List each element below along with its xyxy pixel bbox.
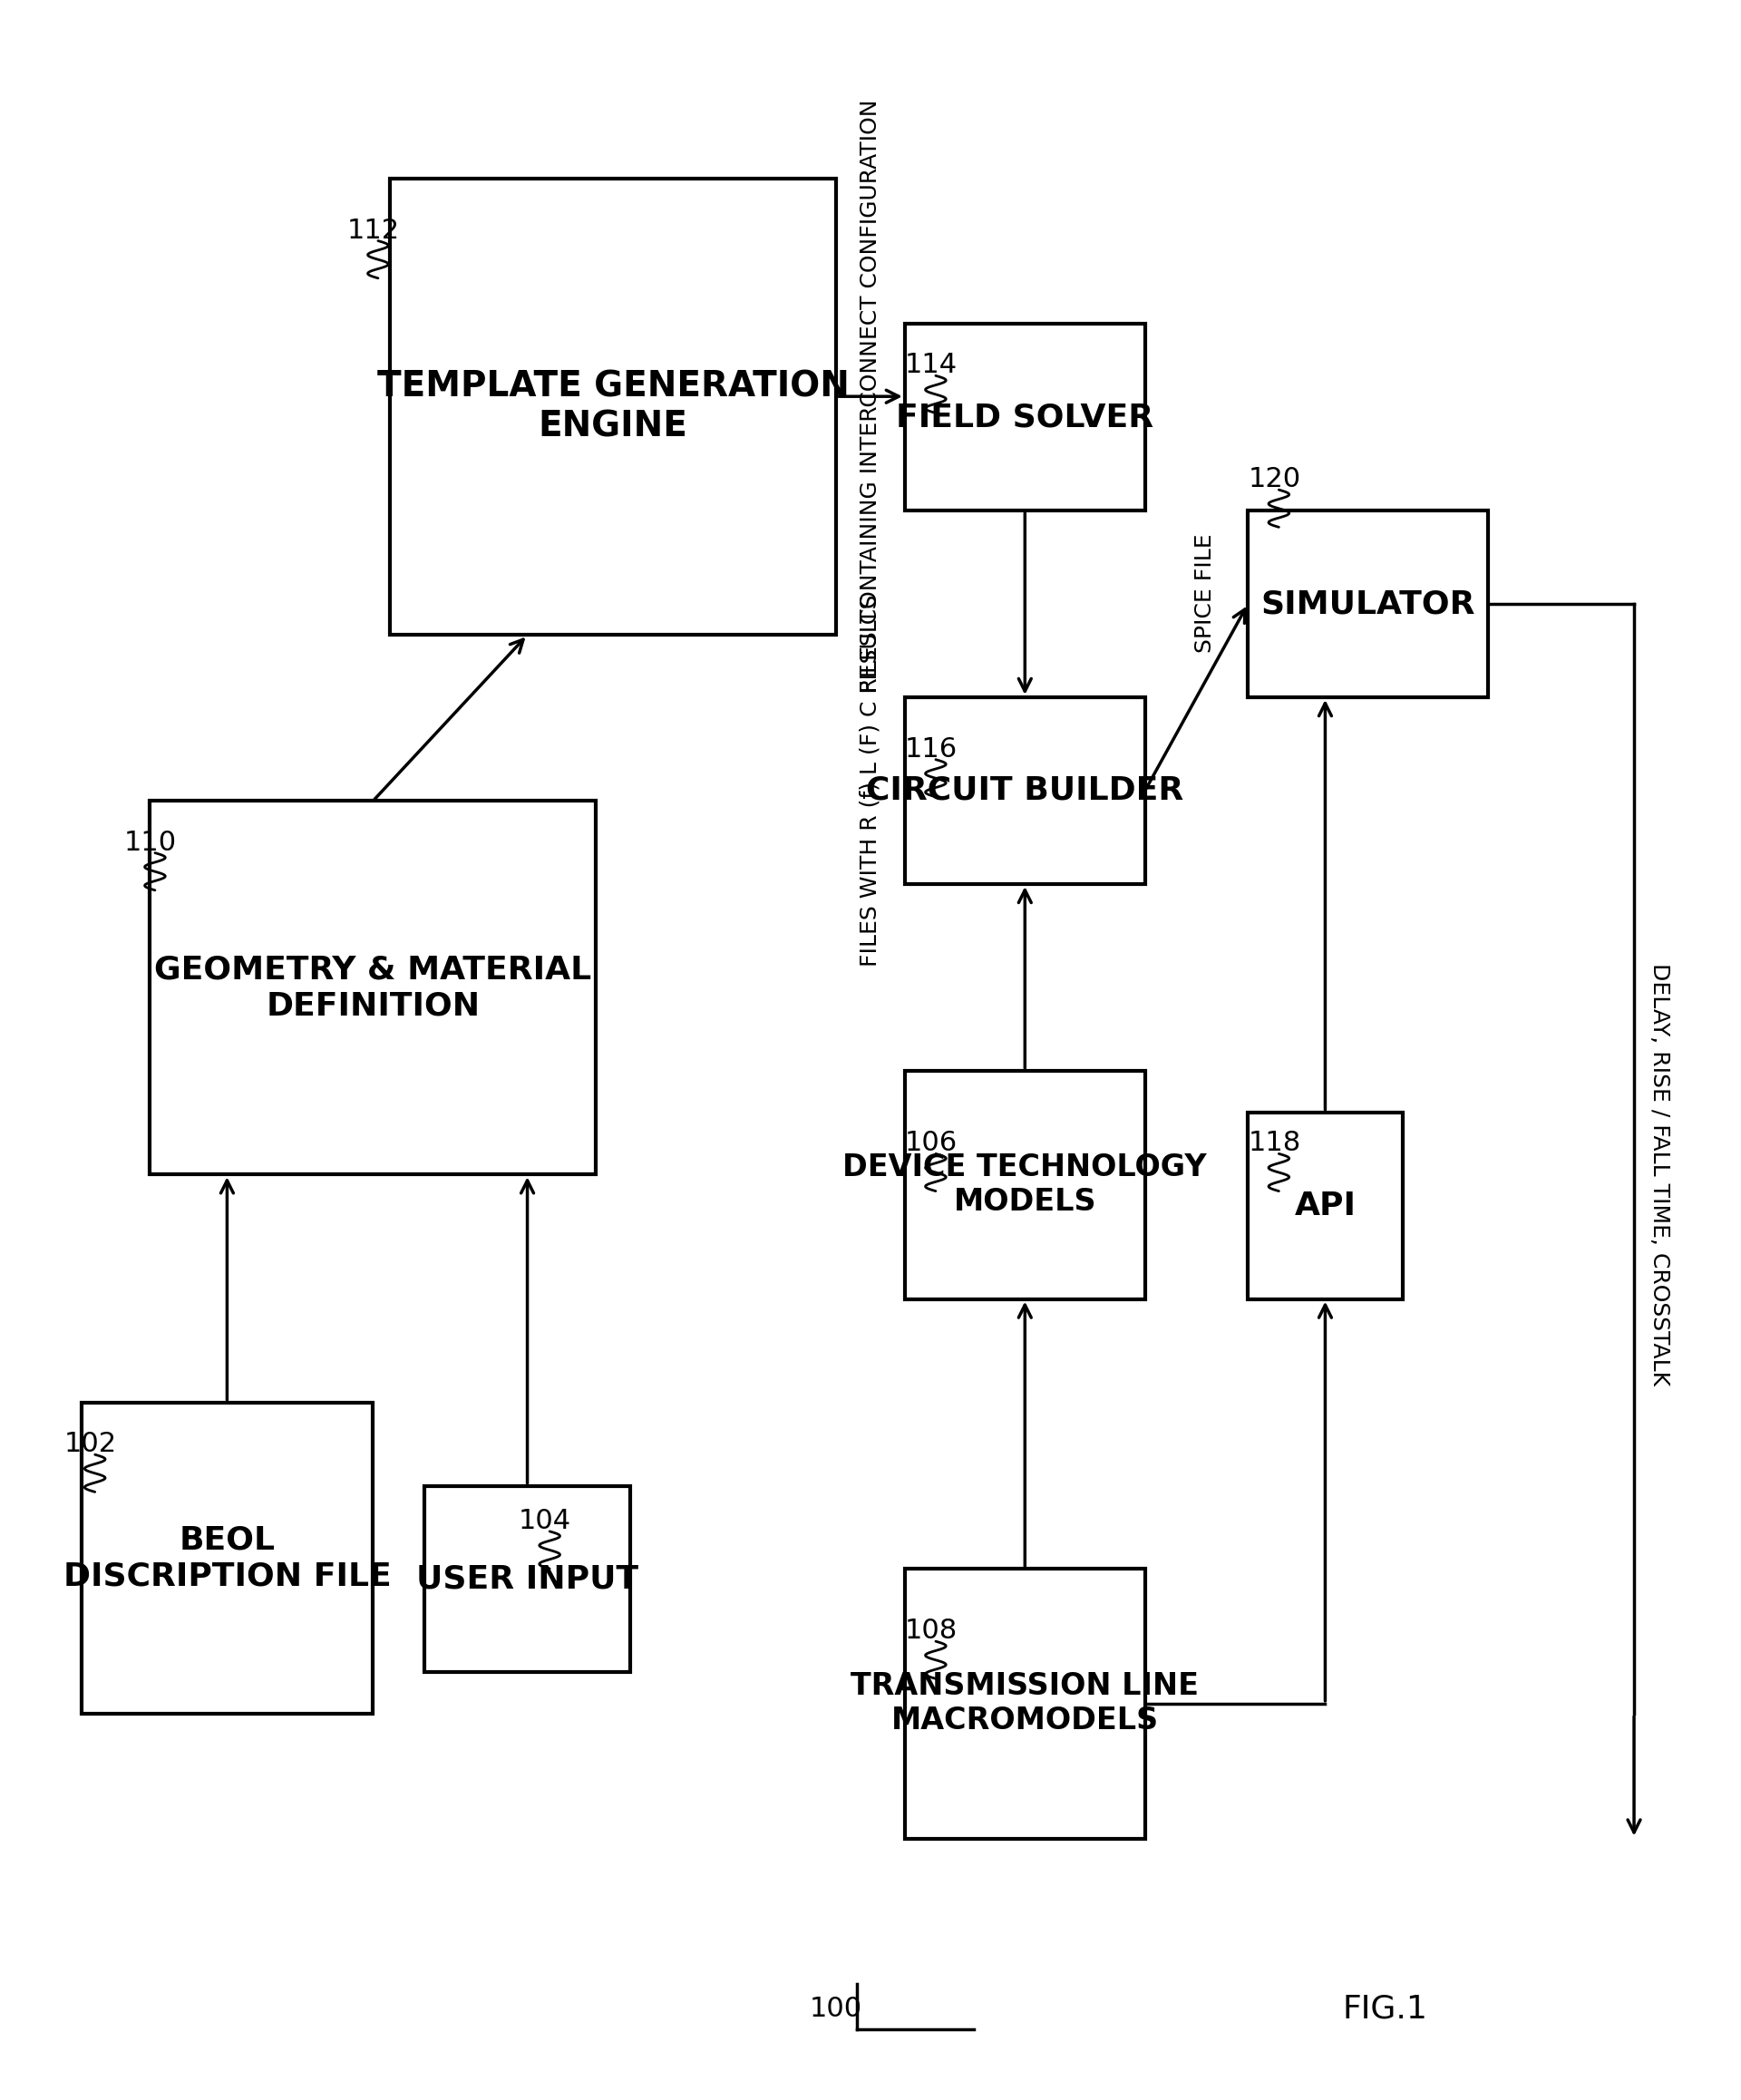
Text: GEOMETRY & MATERIAL
DEFINITION: GEOMETRY & MATERIAL DEFINITION	[155, 956, 592, 1021]
Bar	[905, 1071, 1146, 1300]
Bar	[905, 697, 1146, 884]
Text: TRANSMISSION LINE
MACROMODELS: TRANSMISSION LINE MACROMODELS	[851, 1672, 1200, 1737]
Text: 108: 108	[905, 1617, 958, 1644]
Bar	[1248, 1113, 1403, 1300]
Text: 114: 114	[905, 353, 958, 378]
Text: 120: 120	[1248, 466, 1301, 494]
Bar	[82, 1403, 373, 1714]
Text: FIELD SOLVER: FIELD SOLVER	[897, 401, 1154, 433]
Text: 118: 118	[1248, 1130, 1301, 1157]
Bar	[1248, 510, 1489, 697]
Text: API: API	[1294, 1191, 1356, 1220]
Bar	[905, 1569, 1146, 1838]
Text: FILES WITH R (f) L (F) C RESULTS: FILES WITH R (f) L (F) C RESULTS	[860, 594, 881, 966]
Text: SIMULATOR: SIMULATOR	[1260, 588, 1475, 619]
Text: DEVICE TECHNOLOGY
MODELS: DEVICE TECHNOLOGY MODELS	[843, 1153, 1207, 1218]
Text: USER INPUT: USER INPUT	[416, 1564, 639, 1594]
Bar	[390, 178, 836, 634]
Text: DELAY, RISE / FALL TIME, CROSSTALK: DELAY, RISE / FALL TIME, CROSSTALK	[1649, 964, 1671, 1386]
Bar	[905, 323, 1146, 510]
Text: FILES CONTAINING INTERCONNECT CONFIGURATION: FILES CONTAINING INTERCONNECT CONFIGURAT…	[860, 99, 881, 693]
Text: TEMPLATE GENERATION
ENGINE: TEMPLATE GENERATION ENGINE	[378, 370, 850, 443]
Text: BEOL
DISCRIPTION FILE: BEOL DISCRIPTION FILE	[63, 1525, 392, 1592]
Bar	[425, 1485, 630, 1672]
Text: SPICE FILE: SPICE FILE	[1194, 533, 1215, 653]
Text: 104: 104	[519, 1508, 571, 1535]
Text: 102: 102	[64, 1430, 117, 1457]
Text: CIRCUIT BUILDER: CIRCUIT BUILDER	[865, 775, 1184, 806]
Text: FIG.1: FIG.1	[1342, 1993, 1428, 2024]
Text: 112: 112	[346, 216, 400, 244]
Text: 100: 100	[810, 1995, 862, 2022]
Text: 106: 106	[905, 1130, 958, 1157]
Bar	[150, 800, 595, 1174]
Text: 110: 110	[124, 830, 178, 855]
Text: 116: 116	[905, 735, 958, 762]
